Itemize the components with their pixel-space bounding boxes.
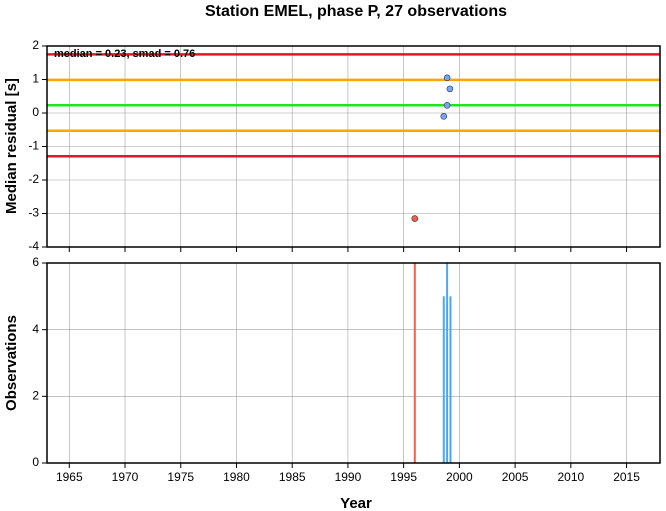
- x-tick-label: 1970: [112, 470, 139, 484]
- x-tick-label: 1995: [390, 470, 417, 484]
- y-tick-label: 2: [32, 389, 39, 403]
- y-tick-label: 2: [32, 38, 39, 52]
- y-tick-label: -2: [28, 172, 39, 186]
- data-point: [443, 74, 451, 82]
- bar: [446, 263, 449, 463]
- y-tick-label: 1: [32, 72, 39, 86]
- y-tick-label: 4: [32, 322, 39, 336]
- y-tick-label: 6: [32, 255, 39, 269]
- y-tick-label: 0: [32, 105, 39, 119]
- data-point: [446, 85, 454, 93]
- bar: [442, 296, 445, 463]
- x-tick-label: 2000: [446, 470, 473, 484]
- y-tick-label: -3: [28, 206, 39, 220]
- x-tick-label: 1965: [56, 470, 83, 484]
- x-tick-label: 2015: [613, 470, 640, 484]
- bar: [449, 296, 452, 463]
- x-tick-label: 1985: [279, 470, 306, 484]
- x-tick-label: 1975: [167, 470, 194, 484]
- plot-frame: [46, 45, 661, 248]
- y-tick-label: -1: [28, 139, 39, 153]
- data-point: [440, 113, 448, 120]
- x-tick-label: 1980: [223, 470, 250, 484]
- chart-title: Station EMEL, phase P, 27 observations: [205, 3, 507, 20]
- x-tick-label: 2005: [502, 470, 529, 484]
- y-tick-label: -4: [28, 239, 39, 253]
- x-tick-label: 2010: [557, 470, 584, 484]
- y-axis-label: Median residual [s]: [3, 78, 20, 214]
- x-tick-label: 1990: [335, 470, 362, 484]
- bar: [413, 263, 416, 463]
- plot-frame: [46, 262, 661, 464]
- data-point: [411, 215, 419, 222]
- y-tick-label: 0: [32, 455, 39, 469]
- x-axis-label: Year: [340, 495, 372, 511]
- annotation: median = 0.23, smad = 0.76: [54, 48, 195, 60]
- data-point: [443, 101, 451, 109]
- y-axis-label: Observations: [3, 315, 20, 411]
